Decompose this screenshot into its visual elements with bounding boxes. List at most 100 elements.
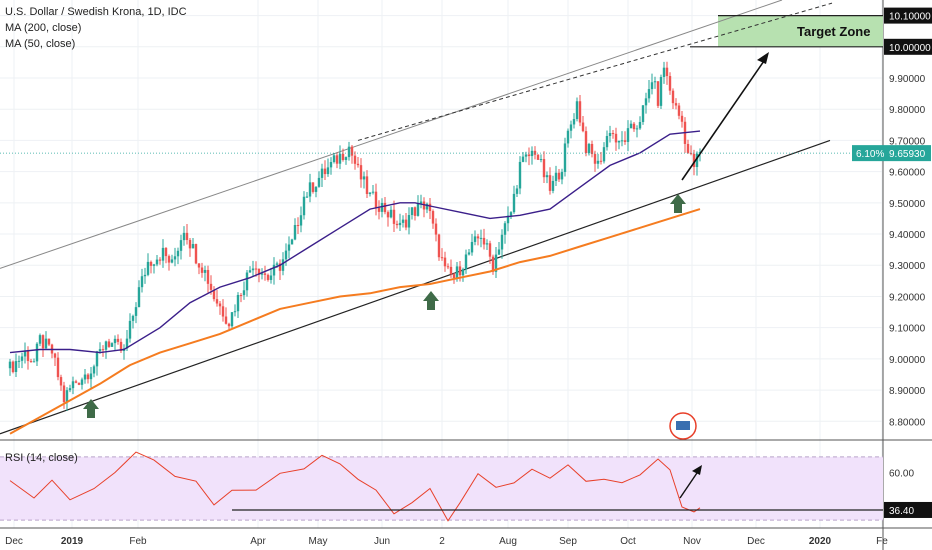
- price-axis[interactable]: 10.10000 10.00000 9.90000 9.80000 9.70000 9.6…: [884, 7, 932, 429]
- candle-body: [74, 381, 78, 383]
- candle-body: [128, 320, 132, 339]
- candle-body: [539, 159, 543, 161]
- candle-body: [395, 223, 399, 226]
- candle-body: [686, 143, 690, 153]
- candle-body: [641, 105, 645, 123]
- candle-body: [65, 390, 69, 403]
- candle-body: [665, 67, 669, 77]
- candle-body: [245, 272, 249, 291]
- candle-body: [41, 335, 45, 349]
- candle-body: [242, 290, 246, 296]
- time-axis-label: May: [309, 536, 328, 547]
- candle-body: [626, 128, 630, 142]
- candle-body: [443, 257, 447, 267]
- candle-body: [44, 338, 48, 349]
- candle-body: [458, 266, 462, 276]
- candle-body: [86, 374, 90, 380]
- candle-body: [56, 357, 60, 378]
- candle-body: [536, 154, 540, 160]
- candle-body: [671, 90, 675, 104]
- candle-body: [296, 225, 300, 227]
- support-up-arrow-icon: [423, 291, 439, 310]
- candle-body: [482, 237, 486, 245]
- candle-body: [647, 89, 651, 99]
- candle-body: [359, 165, 363, 180]
- candle-body: [371, 191, 375, 193]
- candle-body: [215, 299, 219, 304]
- time-axis[interactable]: Dec 2019 Feb Apr May Jun 2 Aug Sep Oct Nov Dec 2020 F…: [5, 536, 888, 547]
- rsi-pane[interactable]: 60.00 36.40: [0, 451, 932, 522]
- candle-body: [560, 171, 564, 180]
- candle-body: [668, 76, 672, 91]
- candle-body: [659, 77, 663, 106]
- candle-body: [32, 361, 36, 363]
- candle-body: [278, 263, 282, 271]
- candle-body: [320, 168, 324, 178]
- candle-body: [632, 123, 636, 130]
- candle-body: [392, 209, 396, 224]
- candle-body: [11, 361, 15, 373]
- candle-body: [473, 236, 477, 242]
- candle-body: [527, 154, 531, 157]
- candle-body: [59, 377, 63, 386]
- last-price-tag-bg: [852, 145, 931, 162]
- candle-body: [89, 373, 93, 380]
- candle-body: [524, 154, 528, 157]
- candle-body: [518, 161, 522, 189]
- candle-body: [401, 219, 405, 223]
- channel-upper-line: [0, 0, 783, 269]
- candle-body: [503, 223, 507, 235]
- candle-body: [167, 256, 171, 263]
- target-zone-label: Target Zone: [797, 24, 870, 39]
- candle-body: [566, 130, 570, 144]
- candle-body: [23, 350, 27, 357]
- time-axis-label: Nov: [683, 536, 701, 547]
- candle-body: [380, 202, 384, 212]
- candle-body: [398, 222, 402, 226]
- candle-body: [500, 234, 504, 250]
- candle-body: [263, 273, 267, 275]
- candle-body: [329, 162, 333, 168]
- candle-body: [644, 98, 648, 106]
- candle-body: [572, 119, 576, 125]
- candle-body: [485, 243, 489, 245]
- candle-body: [656, 81, 660, 106]
- candle-body: [497, 249, 501, 255]
- candle-body: [107, 341, 111, 347]
- candle-body: [281, 259, 285, 271]
- candle-body: [284, 250, 288, 260]
- candle-body: [152, 264, 156, 266]
- candle-body: [350, 146, 354, 156]
- candle-body: [95, 351, 99, 367]
- candle-body: [584, 131, 588, 153]
- candle-body: [35, 343, 39, 362]
- candle-body: [17, 360, 21, 362]
- candle-body: [38, 335, 42, 344]
- time-axis-label: Dec: [747, 536, 765, 547]
- candle-body: [53, 353, 57, 358]
- candle-body: [431, 211, 435, 224]
- candle-body: [269, 275, 273, 280]
- candle-body: [467, 252, 471, 255]
- candle-body: [140, 276, 144, 288]
- candle-body: [248, 270, 252, 273]
- candle-body: [101, 349, 105, 351]
- candle-body: [191, 244, 195, 249]
- candle-body: [113, 338, 117, 344]
- candle-body: [179, 240, 183, 251]
- price-axis-label: 9.20000: [889, 292, 926, 303]
- candle-body: [410, 207, 414, 216]
- candle-body: [449, 266, 453, 275]
- candle-body: [71, 381, 75, 389]
- time-axis-label: Feb: [129, 536, 147, 547]
- candle-body: [266, 274, 270, 280]
- candle-body: [575, 101, 579, 120]
- candle-body: [692, 153, 696, 168]
- candle-body: [47, 338, 51, 345]
- candle-body: [110, 343, 114, 347]
- candle-body: [116, 338, 120, 342]
- support-up-arrow-icon: [83, 399, 99, 418]
- candle-body: [185, 232, 189, 240]
- rsi-value-tag: 36.40: [889, 506, 914, 517]
